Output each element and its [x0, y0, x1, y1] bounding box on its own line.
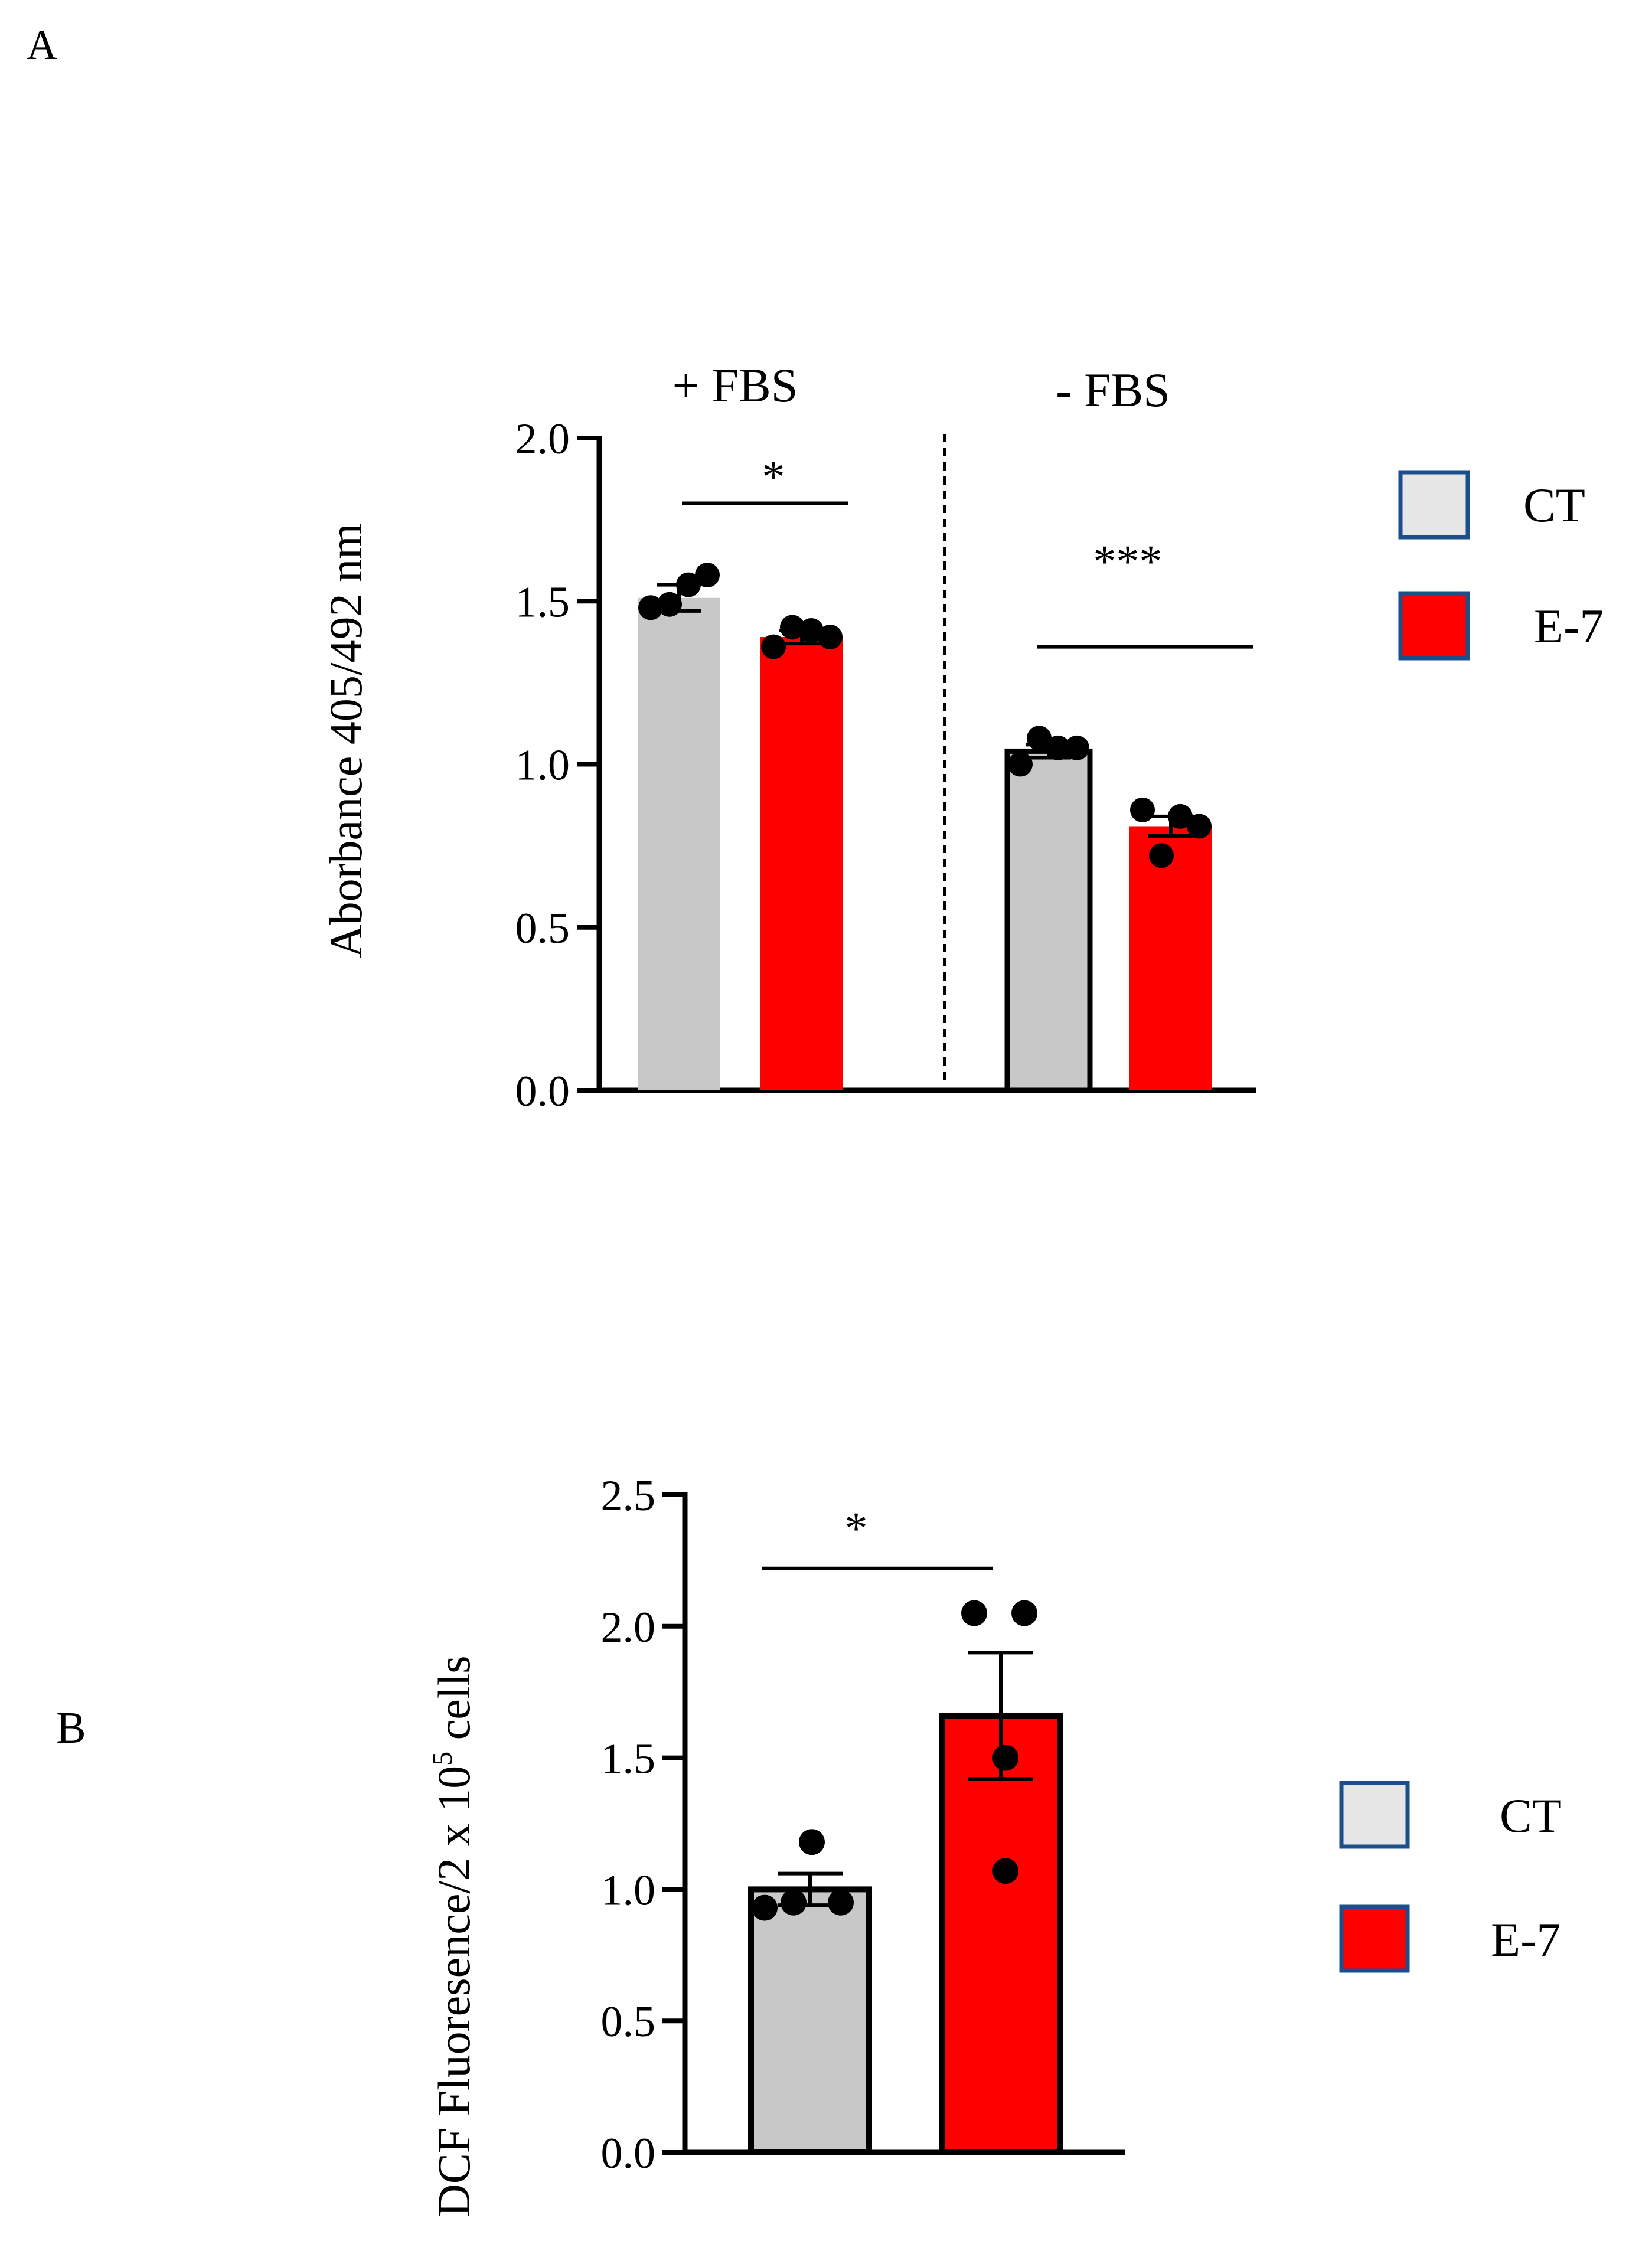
data-point	[761, 634, 786, 659]
bar-ct	[638, 597, 720, 1090]
data-point	[828, 1889, 854, 1916]
data-point	[657, 592, 682, 617]
legend-label: CT	[1523, 478, 1585, 532]
panel-letter-a: A	[27, 21, 57, 68]
data-point	[1187, 814, 1212, 839]
data-point	[961, 1600, 987, 1626]
data-point	[1008, 752, 1033, 777]
y-axis-title: Aborbance 405/492 nm	[320, 523, 371, 958]
group-label: - FBS	[1056, 363, 1170, 417]
y-tick-label: 0.0	[515, 1067, 570, 1116]
significance-label: *	[845, 1502, 868, 1554]
y-axis-title-superscript: 5	[427, 1752, 458, 1766]
y-tick-label: 1.5	[515, 578, 570, 626]
bar-e-7	[939, 1713, 1063, 2155]
y-tick-label: 2.0	[601, 1603, 656, 1652]
y-tick-label: 1.5	[601, 1735, 656, 1783]
data-point	[1065, 735, 1089, 760]
significance-label: ***	[1093, 535, 1163, 587]
y-tick-label: 0.0	[601, 2129, 656, 2178]
legend-label: E-7	[1534, 599, 1604, 653]
y-tick-label: 2.0	[515, 415, 570, 463]
y-tick-label: 1.0	[515, 741, 570, 790]
data-point	[780, 615, 805, 640]
y-tick-label: 0.5	[601, 1998, 656, 2046]
y-tick-label: 2.5	[601, 1472, 656, 1520]
data-point	[992, 1745, 1018, 1771]
y-axis-title-main: DCF Fluoresence/2 x 10	[428, 1766, 479, 2217]
legend-swatch-ct	[1339, 1781, 1410, 1849]
data-point	[695, 563, 720, 588]
y-axis-title: DCF Fluoresence/2 x 105 cells	[427, 1655, 479, 2217]
panel-b-chart: B 0.0 0.5 1.0 1.5 2.0 2.5 DCF Fluoresence/2 x 1…	[56, 1472, 1562, 2217]
y-axis-title-tail: cells	[428, 1655, 479, 1751]
data-point	[1149, 843, 1174, 868]
bar-e-7	[760, 637, 843, 1090]
data-point	[799, 1829, 825, 1855]
group-label: + FBS	[672, 358, 798, 412]
data-point	[992, 1858, 1018, 1884]
legend-label: E-7	[1491, 1913, 1560, 1966]
bar-ct	[1004, 748, 1093, 1093]
y-tick-label: 1.0	[601, 1866, 656, 1915]
legend-swatch-e-7	[1339, 1904, 1410, 1973]
bar-ct	[748, 1886, 872, 2155]
data-point	[1168, 803, 1193, 829]
data-point	[1046, 735, 1070, 760]
significance-label: *	[762, 450, 785, 502]
data-point	[799, 618, 824, 643]
panel-a-chart: A 0.0 0.5 1.0 1.5 2.0 Aborbance 405/492 nm + FB…	[27, 21, 1604, 1116]
data-point	[638, 595, 663, 620]
legend-swatch-e-7	[1398, 591, 1470, 661]
data-point	[781, 1889, 807, 1916]
data-point	[1011, 1600, 1037, 1626]
legend-swatch-ct	[1398, 470, 1470, 540]
y-tick-label: 0.5	[515, 904, 570, 953]
data-point	[1130, 797, 1155, 822]
data-point	[752, 1894, 778, 1921]
panel-letter-b: B	[56, 1703, 86, 1753]
data-point	[818, 625, 843, 650]
data-point	[676, 572, 701, 597]
bar-e-7	[1129, 826, 1212, 1090]
legend-label: CT	[1500, 1789, 1562, 1843]
data-point	[1027, 726, 1052, 751]
